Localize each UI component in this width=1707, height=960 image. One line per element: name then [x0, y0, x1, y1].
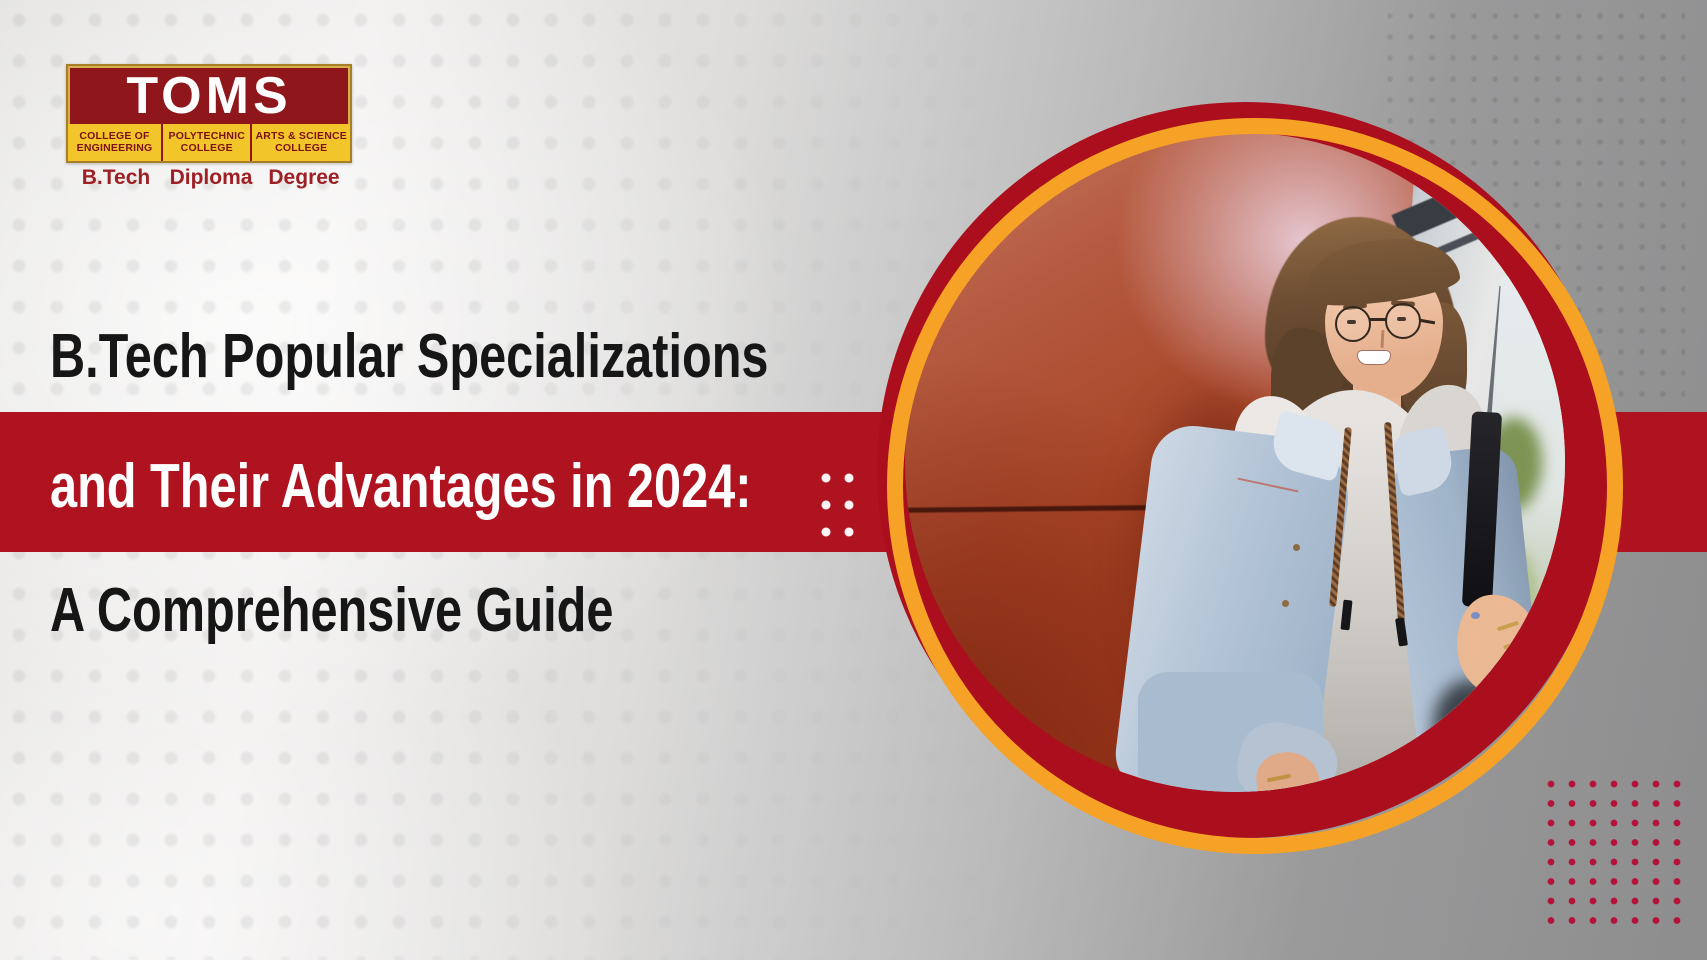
white-dot-grid	[814, 465, 866, 547]
program-diploma: Diploma	[169, 166, 253, 189]
logo-cell-arts-science: ARTS & SCIENCE COLLEGE	[252, 124, 350, 161]
photo-ring-orange	[887, 118, 1623, 854]
logo-cell-line: POLYTECHNIC	[168, 129, 245, 142]
logo-cell-polytechnic: POLYTECHNIC COLLEGE	[163, 124, 251, 161]
logo-cell-line: COLLEGE	[275, 141, 328, 154]
title-line-3: A Comprehensive Guide	[50, 576, 614, 645]
logo-wordmark: TOMS	[126, 67, 292, 125]
logo-cell-line: COLLEGE	[180, 141, 233, 154]
toms-logo: TOMS COLLEGE OF ENGINEERING POLYTECHNIC …	[66, 64, 352, 163]
title-line-2: and Their Advantages in 2024:	[50, 452, 752, 521]
crimson-dot-grid	[1541, 775, 1688, 928]
program-degree: Degree	[268, 166, 340, 189]
logo-cell-engineering: COLLEGE OF ENGINEERING	[68, 124, 162, 161]
logo-cells: COLLEGE OF ENGINEERING POLYTECHNIC COLLE…	[68, 124, 350, 161]
logo-cell-line: ENGINEERING	[76, 141, 153, 154]
logo-cell-line: ARTS & SCIENCE	[255, 129, 347, 142]
logo-cell-line: COLLEGE OF	[79, 129, 150, 142]
program-btech: B.Tech	[81, 166, 151, 189]
title-line-1: B.Tech Popular Specializations	[50, 322, 769, 391]
logo-programs: B.Tech Diploma Degree	[66, 166, 352, 189]
